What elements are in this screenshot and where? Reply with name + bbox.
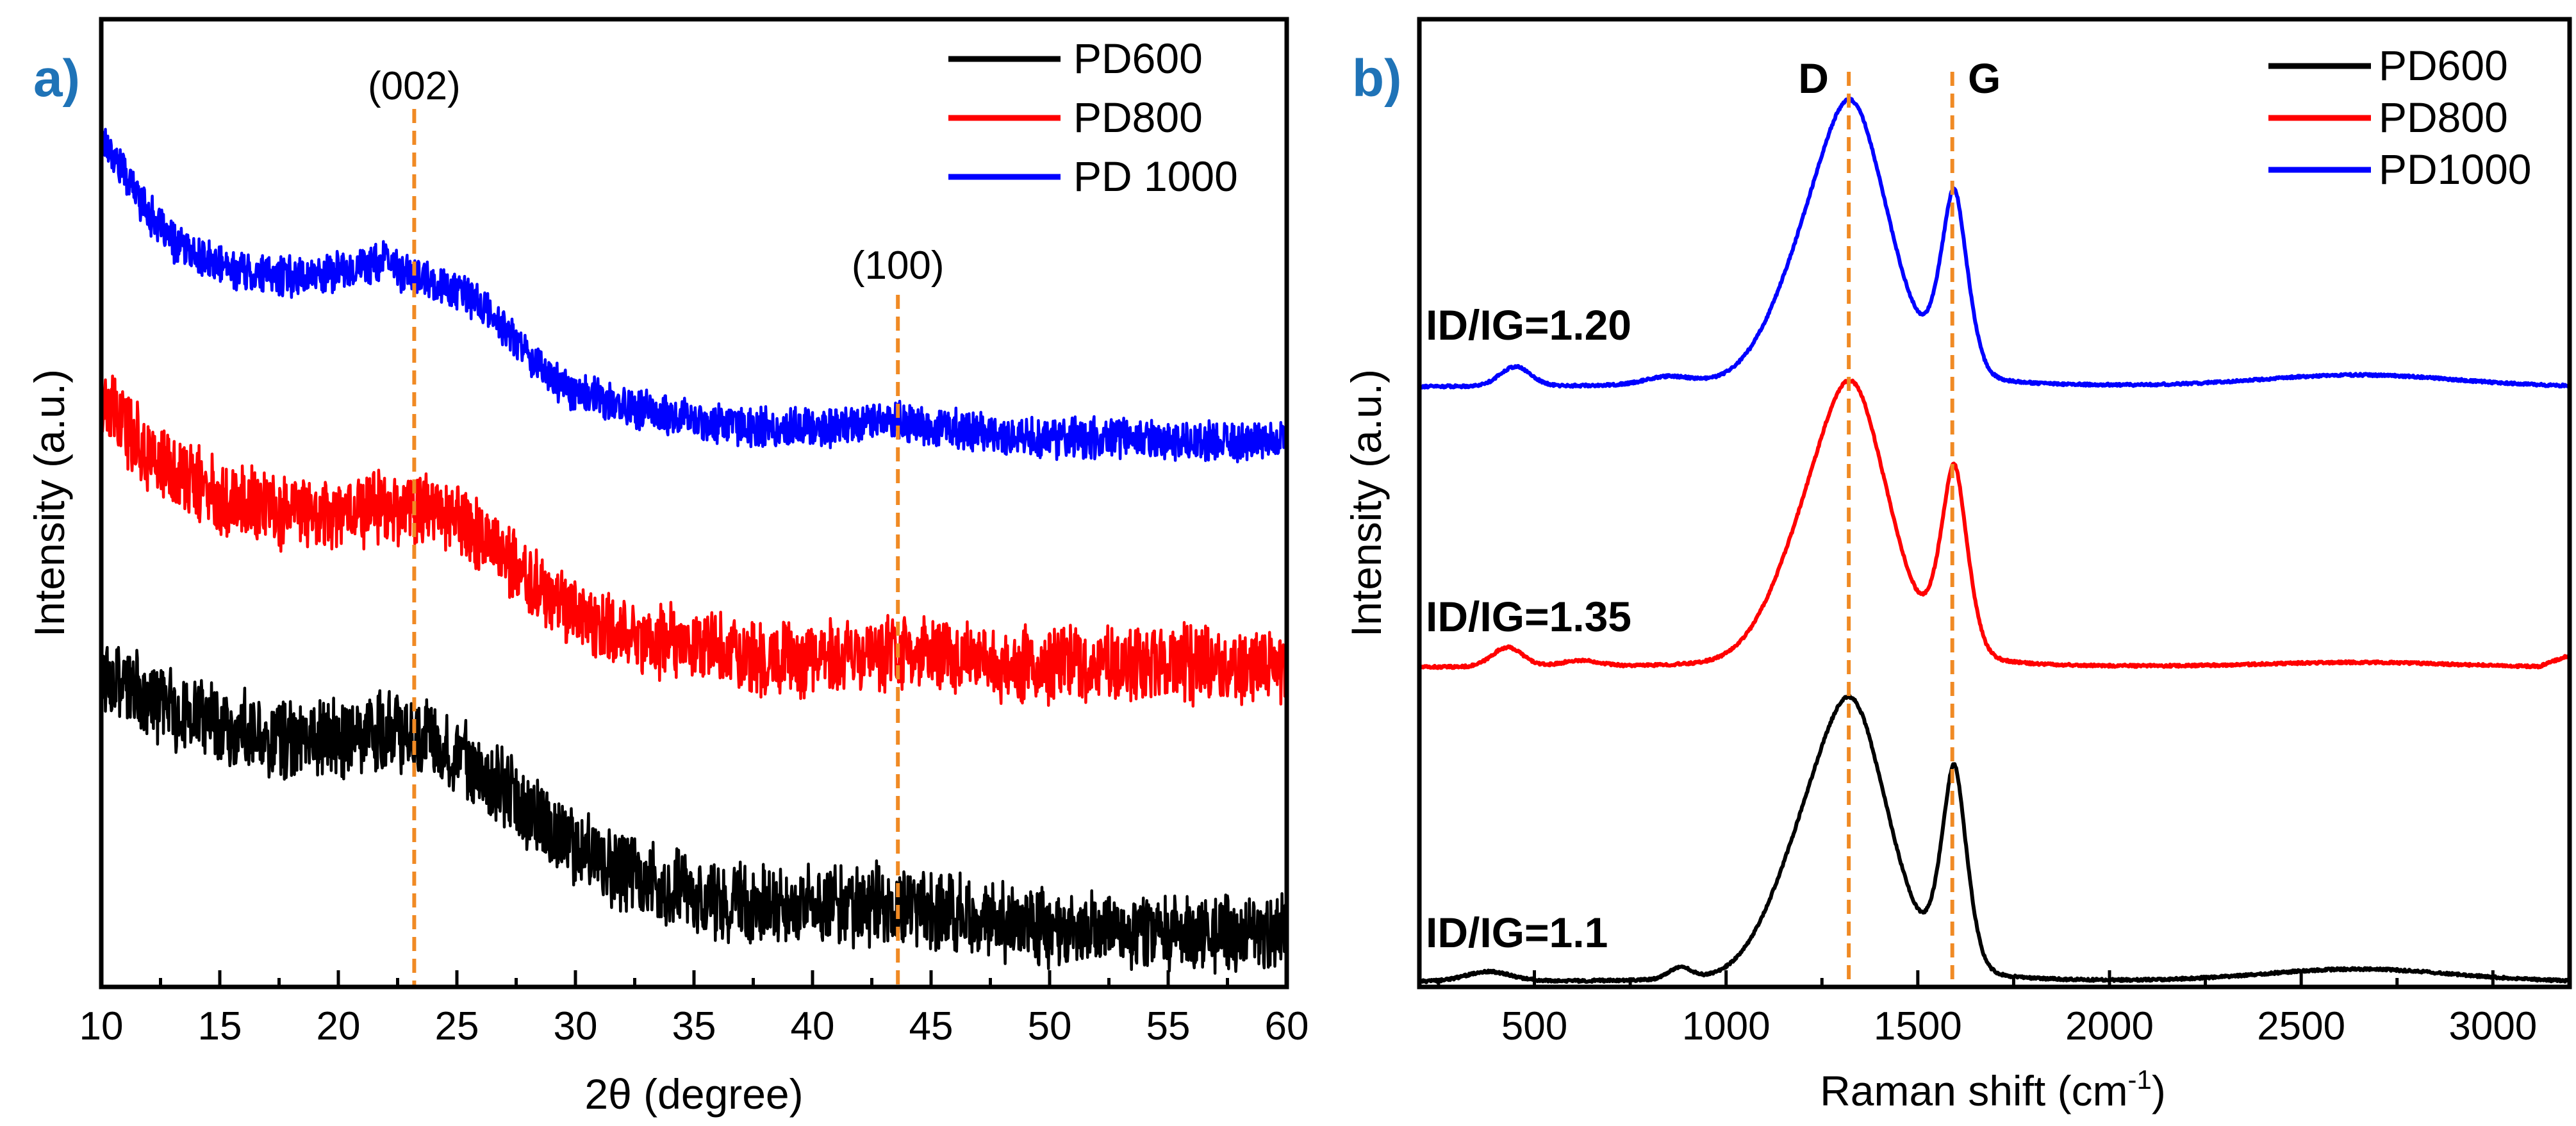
raman-x-tick-label: 2000 <box>2065 1004 2154 1048</box>
raman-series-pd800 <box>1417 378 2571 670</box>
xrd-x-tick-label: 55 <box>1146 1004 1191 1048</box>
xrd-reference-lines <box>412 109 900 987</box>
xrd-series-pd1000 <box>99 128 1289 463</box>
raman-legend-label: PD1000 <box>2379 145 2532 193</box>
raman-x-tick-label: 2500 <box>2257 1004 2345 1048</box>
xrd-x-tick-label: 10 <box>79 1004 124 1048</box>
xrd-x-tick-label: 15 <box>198 1004 242 1048</box>
xrd-x-tick-label: 50 <box>1028 1004 1072 1048</box>
xrd-y-axis-title: Intensity (a.u.) <box>26 369 73 637</box>
raman-ratio-label: ID/IG=1.20 <box>1426 301 1631 349</box>
raman-ratio-label: ID/IG=1.35 <box>1426 593 1631 640</box>
xrd-series-pd600 <box>99 645 1289 975</box>
raman-x-axis-title-superscript: -1 <box>2128 1064 2152 1095</box>
raman-x-tick-label: 1000 <box>1682 1004 1771 1048</box>
xrd-x-ticks: 10 15 20 25 30 35 40 45 50 55 60 <box>79 970 1309 1048</box>
xrd-legend-label: PD 1000 <box>1073 153 1238 200</box>
xrd-x-axis-title: 2θ (degree) <box>584 1070 803 1118</box>
raman-x-tick-label: 3000 <box>2448 1004 2537 1048</box>
raman-series-group <box>1417 96 2571 984</box>
panel-a-xrd-chart: a) (002) (100) PD600 PD800 PD 1000 10 15 20 25… <box>26 17 1309 1118</box>
raman-ratio-label: ID/IG=1.1 <box>1426 909 1608 956</box>
xrd-x-tick-label: 60 <box>1265 1004 1309 1048</box>
raman-ratio-labels: ID/IG=1.20 ID/IG=1.35 ID/IG=1.1 <box>1426 301 1631 956</box>
xrd-x-tick-label: 35 <box>672 1004 716 1048</box>
raman-x-axis-title-main: Raman shift (cm <box>1820 1067 2127 1114</box>
xrd-peak-annotation: (002) <box>368 64 461 108</box>
raman-x-axis-title-suffix: ) <box>2152 1067 2166 1114</box>
raman-peak-annotation: D <box>1798 54 1829 102</box>
raman-legend-label: PD600 <box>2379 42 2508 89</box>
xrd-x-tick-label: 30 <box>554 1004 598 1048</box>
xrd-series-group <box>99 128 1289 975</box>
raman-peak-annotation: G <box>1968 54 2001 102</box>
xrd-peak-annotation: (100) <box>852 244 945 288</box>
raman-x-tick-label: 1500 <box>1874 1004 1962 1048</box>
raman-plot-frame <box>1417 17 2572 989</box>
xrd-x-tick-label: 20 <box>317 1004 361 1048</box>
raman-reference-lines <box>1847 72 1954 987</box>
raman-y-axis-title: Intensity (a.u.) <box>1342 369 1390 637</box>
raman-legend-label: PD800 <box>2379 94 2508 141</box>
xrd-plot-frame <box>99 17 1289 989</box>
xrd-peak-annotations: (002) (100) <box>368 64 945 288</box>
raman-series-pd1000 <box>1418 96 2571 390</box>
raman-x-ticks: 500 1000 1500 2000 2500 3000 <box>1437 970 2537 1048</box>
xrd-x-tick-label: 40 <box>791 1004 835 1048</box>
xrd-x-tick-label: 45 <box>909 1004 954 1048</box>
raman-series-pd600 <box>1418 693 2571 984</box>
xrd-legend: PD600 PD800 PD 1000 <box>948 35 1238 200</box>
panel-a-label: a) <box>33 49 80 108</box>
xrd-x-tick-label: 25 <box>435 1004 479 1048</box>
xrd-series-pd800 <box>99 374 1289 708</box>
panel-b-label: b) <box>1352 49 1401 108</box>
xrd-legend-label: PD800 <box>1073 94 1203 141</box>
raman-x-axis-title: Raman shift (cm-1) <box>1820 1064 2166 1114</box>
xrd-legend-label: PD600 <box>1073 35 1203 82</box>
raman-x-tick-label: 500 <box>1501 1004 1567 1048</box>
